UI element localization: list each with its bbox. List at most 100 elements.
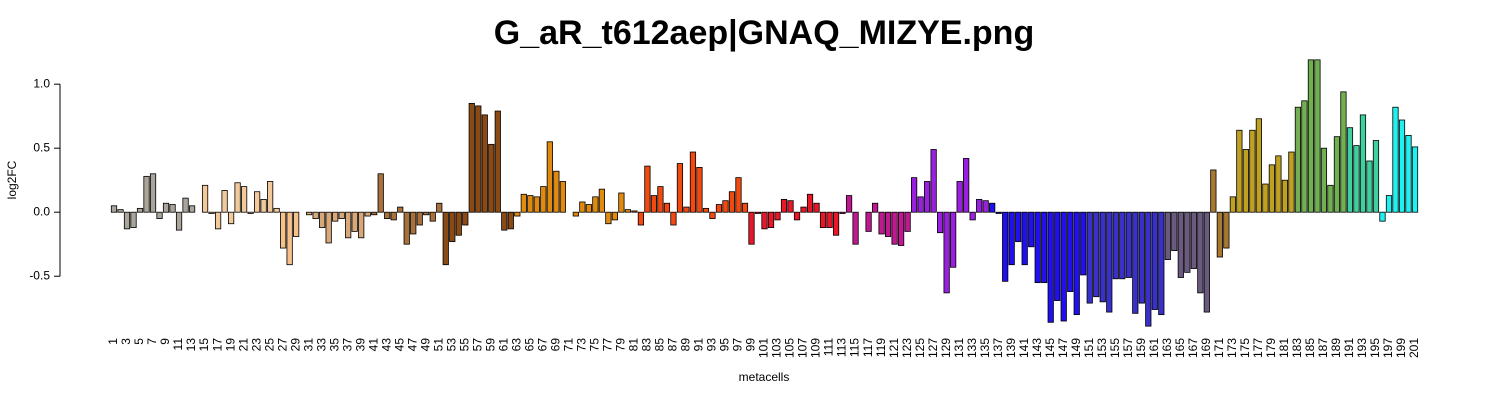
bar — [319, 211, 326, 228]
bar — [403, 211, 410, 245]
bar — [175, 211, 183, 231]
bar — [950, 211, 957, 268]
bar — [325, 211, 332, 244]
bar — [767, 211, 775, 228]
bar — [384, 211, 391, 220]
bar — [123, 211, 131, 230]
y-tick-label: -0.5 — [29, 268, 50, 282]
bar — [1060, 211, 1067, 322]
x-tick-label: 23 — [249, 338, 263, 352]
bar — [1223, 211, 1230, 249]
bar — [1262, 183, 1269, 213]
x-tick-label: 73 — [575, 338, 589, 352]
bar — [201, 184, 209, 213]
bar — [286, 211, 293, 266]
x-tick-label: 145 — [1043, 338, 1057, 358]
x-tick-label: 47 — [405, 338, 419, 352]
bar — [1021, 211, 1028, 266]
x-tick-label: 81 — [627, 338, 641, 352]
bar — [611, 211, 618, 221]
bar — [943, 211, 950, 294]
bar — [956, 181, 963, 213]
bar — [709, 211, 716, 220]
bar — [1281, 179, 1288, 213]
bar — [748, 211, 755, 245]
x-tick-label: 71 — [562, 338, 576, 352]
bar — [754, 211, 762, 214]
bar — [670, 211, 677, 226]
x-tick-label: 107 — [796, 338, 810, 358]
bar — [169, 204, 176, 213]
x-tick-label: 75 — [588, 338, 602, 352]
bar — [696, 166, 703, 213]
bar — [182, 197, 189, 213]
x-tick-label: 191 — [1342, 338, 1356, 358]
bar — [644, 165, 651, 213]
x-tick-label: 31 — [301, 338, 315, 352]
bar — [904, 211, 911, 232]
bar — [436, 202, 443, 213]
x-tick-label: 161 — [1147, 338, 1161, 358]
x-tick-label: 175 — [1238, 338, 1252, 358]
bar — [1366, 160, 1373, 213]
bar — [514, 211, 521, 217]
bar — [416, 211, 423, 226]
x-tick-label: 87 — [666, 338, 680, 352]
x-tick-label: 41 — [366, 338, 380, 352]
bar — [234, 182, 241, 213]
x-tick-label: 183 — [1290, 338, 1304, 358]
bar — [247, 211, 254, 214]
x-tick-label: 141 — [1017, 338, 1031, 358]
bar — [631, 210, 638, 213]
bar — [254, 191, 261, 213]
bar — [1411, 146, 1419, 213]
x-tick-label: 103 — [770, 338, 784, 358]
bar — [1340, 91, 1347, 213]
x-tick-label: 85 — [653, 338, 667, 352]
bar — [1197, 211, 1204, 294]
bar — [1002, 211, 1009, 282]
x-tick-label: 33 — [314, 338, 328, 352]
bar — [130, 211, 137, 228]
bar — [579, 201, 586, 213]
bar — [1138, 211, 1145, 304]
x-tick-label: 197 — [1381, 338, 1395, 358]
bar — [989, 202, 996, 213]
bar — [273, 207, 280, 213]
bar — [728, 191, 736, 213]
bar — [546, 141, 553, 213]
bar — [1353, 145, 1360, 213]
bar — [520, 193, 527, 213]
bar — [1405, 134, 1412, 213]
bar — [214, 211, 222, 230]
bar — [676, 163, 684, 213]
bar — [1080, 211, 1087, 276]
bar — [1385, 195, 1393, 213]
bar — [1307, 59, 1315, 213]
bar — [312, 211, 319, 220]
x-tick-label: 53 — [444, 338, 458, 352]
bar — [1125, 211, 1132, 278]
bar — [507, 211, 514, 230]
x-tick-label: 69 — [549, 338, 563, 352]
bar — [741, 202, 749, 213]
bar — [1333, 136, 1341, 213]
bar — [1242, 149, 1249, 213]
x-tick-label: 167 — [1186, 338, 1200, 358]
bar — [787, 200, 794, 213]
bar — [345, 211, 352, 239]
x-tick-label: 119 — [874, 338, 888, 357]
bar — [1275, 155, 1282, 213]
x-tick-label: 115 — [848, 338, 862, 357]
x-tick-label: 185 — [1303, 338, 1317, 358]
bar — [963, 158, 970, 213]
x-tick-label: 137 — [991, 338, 1005, 358]
x-tick-label: 89 — [679, 338, 693, 352]
bar — [1119, 211, 1126, 280]
bar — [481, 114, 488, 213]
bar — [1171, 211, 1178, 252]
x-tick-label: 155 — [1108, 338, 1122, 358]
bar — [143, 175, 150, 213]
bar — [162, 202, 170, 213]
